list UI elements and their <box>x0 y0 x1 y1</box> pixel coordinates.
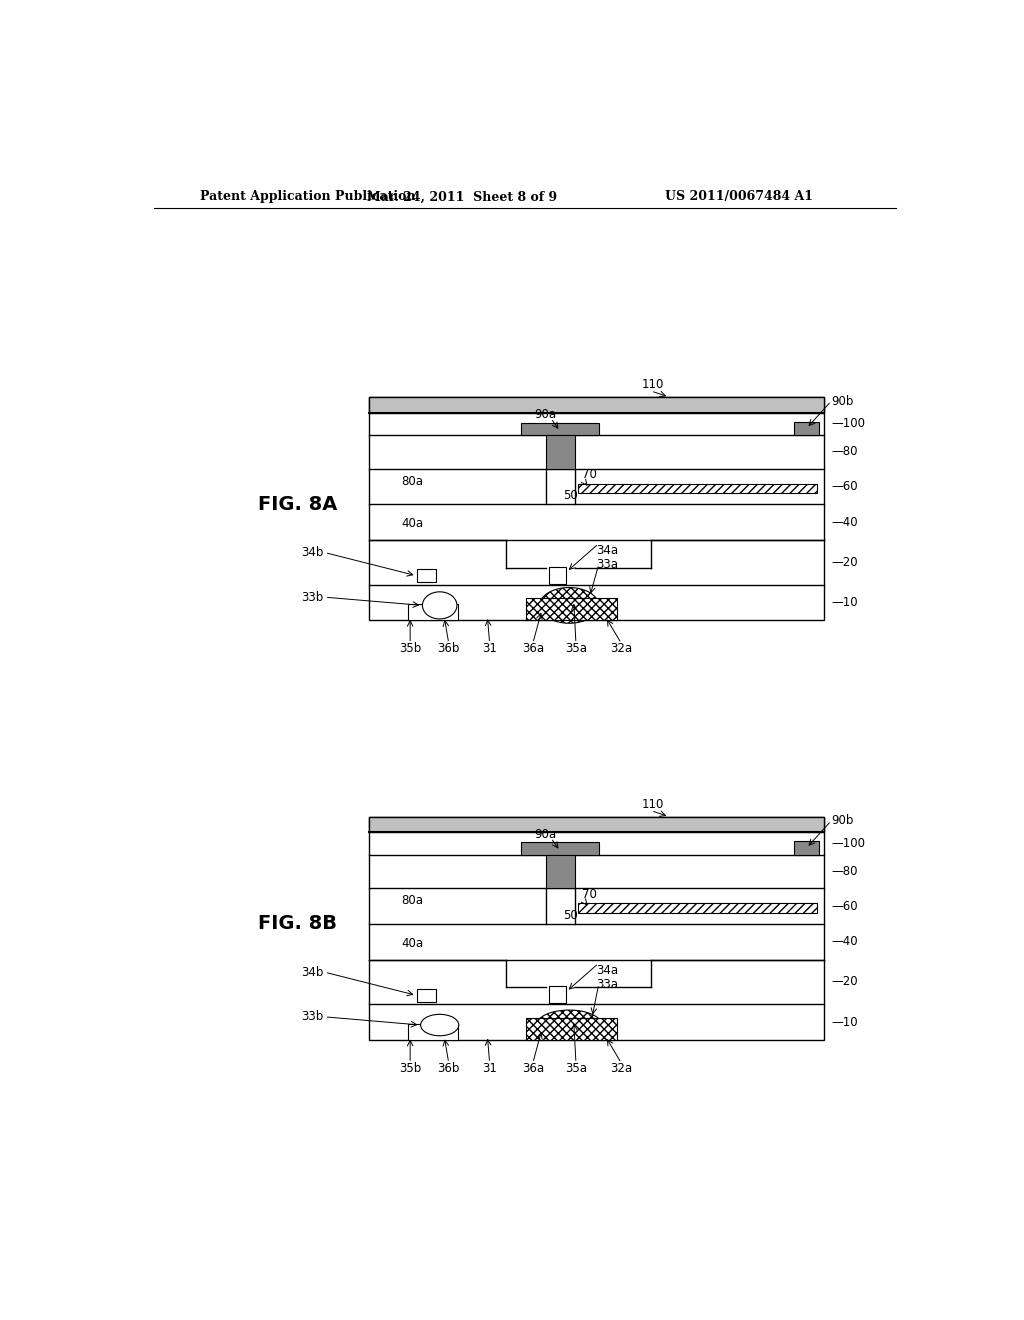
Bar <box>521 842 599 855</box>
Text: 36a: 36a <box>522 642 544 655</box>
Text: —10: —10 <box>831 597 858 609</box>
Text: Patent Application Publication: Patent Application Publication <box>200 190 416 203</box>
Text: 35b: 35b <box>399 642 421 655</box>
Text: 33a: 33a <box>596 558 618 572</box>
Text: 33b: 33b <box>301 1010 323 1023</box>
Text: —40: —40 <box>831 516 858 528</box>
Bar <box>549 986 566 1003</box>
Ellipse shape <box>423 591 457 619</box>
Bar <box>526 598 616 620</box>
Text: 90a: 90a <box>535 408 556 421</box>
Text: 34a: 34a <box>596 544 618 557</box>
Text: 90a: 90a <box>535 828 556 841</box>
Text: —80: —80 <box>831 445 858 458</box>
Ellipse shape <box>421 1014 459 1036</box>
Text: 50: 50 <box>563 488 578 502</box>
Text: —100: —100 <box>831 417 865 430</box>
Text: 32a: 32a <box>610 1061 633 1074</box>
Text: 33a: 33a <box>596 978 618 991</box>
Text: 110: 110 <box>642 378 665 391</box>
Bar <box>549 566 566 583</box>
Bar <box>370 817 823 833</box>
Text: 36b: 36b <box>437 642 460 655</box>
Bar <box>408 605 458 620</box>
Ellipse shape <box>537 1010 602 1040</box>
Text: 32a: 32a <box>610 642 633 655</box>
Text: 80a: 80a <box>401 894 423 907</box>
Bar <box>526 1018 616 1040</box>
Text: —20: —20 <box>831 975 858 989</box>
Bar <box>408 1024 458 1040</box>
Text: —60: —60 <box>831 899 858 912</box>
Text: 70: 70 <box>582 469 596 482</box>
Bar <box>578 483 817 492</box>
Text: 80a: 80a <box>401 475 423 487</box>
Bar <box>546 436 574 469</box>
Text: —60: —60 <box>831 480 858 492</box>
Text: US 2011/0067484 A1: US 2011/0067484 A1 <box>665 190 813 203</box>
Text: 35b: 35b <box>399 1061 421 1074</box>
Text: 50: 50 <box>563 908 578 921</box>
Bar <box>794 421 819 436</box>
Text: —40: —40 <box>831 936 858 948</box>
Text: 40a: 40a <box>401 517 423 531</box>
Text: Mar. 24, 2011  Sheet 8 of 9: Mar. 24, 2011 Sheet 8 of 9 <box>367 190 557 203</box>
Bar <box>370 397 823 620</box>
Bar <box>417 569 435 582</box>
Bar <box>794 841 819 855</box>
Bar <box>546 855 574 888</box>
Text: 110: 110 <box>642 797 665 810</box>
Text: 35a: 35a <box>565 642 587 655</box>
Text: 40a: 40a <box>401 937 423 950</box>
Text: FIG. 8A: FIG. 8A <box>258 495 337 513</box>
Ellipse shape <box>540 587 599 623</box>
Text: 34a: 34a <box>596 964 618 977</box>
Text: 90b: 90b <box>831 395 854 408</box>
Text: —20: —20 <box>831 556 858 569</box>
Text: 33b: 33b <box>301 590 323 603</box>
Bar <box>370 817 823 1040</box>
Text: FIG. 8B: FIG. 8B <box>258 915 337 933</box>
Text: 34b: 34b <box>301 546 323 558</box>
Text: 31: 31 <box>482 642 497 655</box>
Text: —100: —100 <box>831 837 865 850</box>
Bar <box>521 422 599 436</box>
Text: 31: 31 <box>482 1061 497 1074</box>
Text: 34b: 34b <box>301 966 323 978</box>
Text: 70: 70 <box>582 888 596 902</box>
Text: 36b: 36b <box>437 1061 460 1074</box>
Bar <box>417 989 435 1002</box>
Text: 90b: 90b <box>831 814 854 828</box>
Bar <box>370 397 823 413</box>
Bar <box>578 903 817 912</box>
Text: 36a: 36a <box>522 1061 544 1074</box>
Text: 35a: 35a <box>565 1061 587 1074</box>
Text: —80: —80 <box>831 865 858 878</box>
Text: —10: —10 <box>831 1015 858 1028</box>
